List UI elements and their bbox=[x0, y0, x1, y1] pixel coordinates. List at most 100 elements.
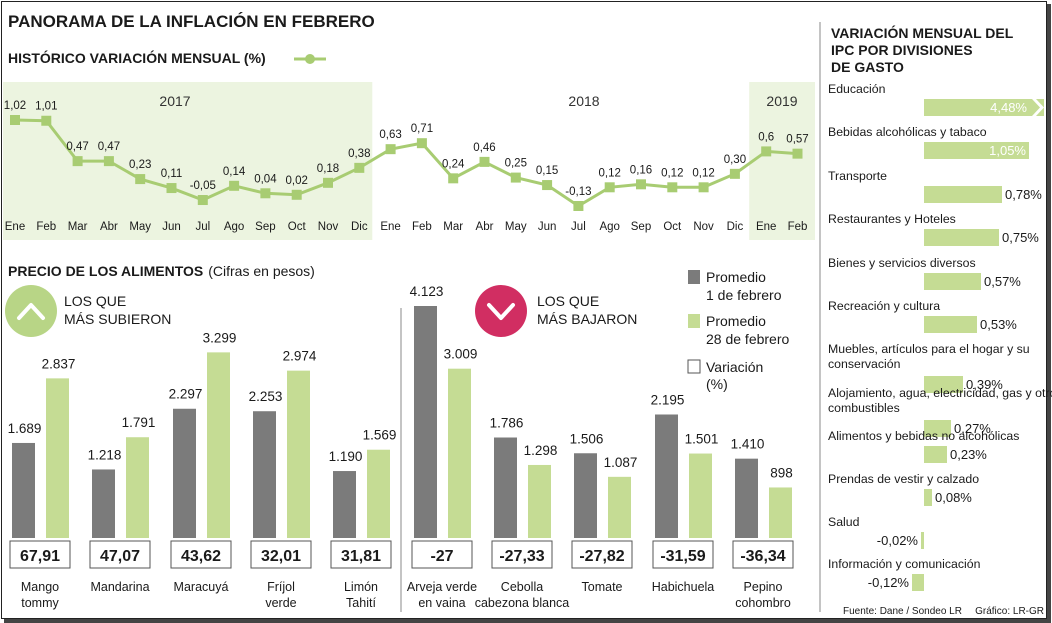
month-tick-label: Feb bbox=[36, 221, 56, 233]
data-point bbox=[354, 162, 365, 173]
divisions-title-line3: DE GASTO bbox=[831, 59, 904, 75]
bar-feb28 bbox=[689, 453, 712, 538]
variation-box bbox=[732, 540, 794, 569]
month-tick-label: Nov bbox=[318, 221, 339, 233]
month-tick-label: Feb bbox=[788, 221, 808, 233]
variation-value: 47,07 bbox=[100, 548, 140, 565]
category-label: Arveja verde bbox=[407, 580, 477, 594]
division-label: Restaurantes y Hoteles bbox=[828, 212, 956, 226]
data-label: 0,38 bbox=[348, 148, 370, 160]
bar-feb28-label: 1.087 bbox=[604, 455, 638, 470]
variation-value: -27 bbox=[430, 548, 453, 565]
bar-feb1-label: 1.190 bbox=[329, 449, 363, 464]
data-label: 0,12 bbox=[661, 167, 683, 179]
down-circle bbox=[475, 285, 527, 337]
bar-feb1 bbox=[494, 437, 517, 538]
bar-feb28-label: 2.974 bbox=[283, 349, 317, 364]
year-label: 2019 bbox=[766, 93, 797, 109]
division-label: Alimentos y bebidas no alcohólicas bbox=[828, 429, 1019, 443]
division-bar bbox=[924, 186, 1002, 203]
data-label: 0,16 bbox=[630, 164, 652, 176]
legend-swatch-variation bbox=[687, 359, 701, 374]
data-label: 0,23 bbox=[129, 159, 151, 171]
division-label: Información y comunicación bbox=[828, 557, 981, 571]
category-label: Tahití bbox=[346, 596, 376, 610]
bar-feb1-label: 1.689 bbox=[8, 421, 42, 436]
division-label: Muebles, artículos para el hogar y su bbox=[828, 342, 1030, 356]
month-tick-label: Ene bbox=[756, 221, 776, 233]
month-tick-label: Jul bbox=[571, 221, 586, 233]
bar-feb28 bbox=[528, 464, 551, 538]
month-tick-label: Dic bbox=[727, 221, 744, 233]
data-label: 0,02 bbox=[286, 175, 308, 187]
bar-feb28 bbox=[608, 476, 631, 538]
data-label: 0,12 bbox=[599, 167, 621, 179]
data-label: 0,18 bbox=[317, 163, 339, 175]
bar-feb28-label: 3.009 bbox=[444, 347, 478, 362]
division-bar bbox=[924, 99, 1044, 116]
food-chart: 1.689 2.837 67,91 Mango tommy 1.218 1.791 47,07… bbox=[8, 284, 794, 610]
division-value: 0,23% bbox=[950, 447, 987, 462]
year-band bbox=[3, 82, 373, 240]
bar-feb1-label: 1.786 bbox=[490, 416, 524, 431]
data-point bbox=[761, 146, 772, 157]
month-tick-label: Sep bbox=[255, 221, 275, 233]
bar-feb1 bbox=[655, 414, 678, 538]
month-tick-label: Dic bbox=[351, 221, 368, 233]
category-label: verde bbox=[265, 596, 296, 610]
up-circle bbox=[5, 285, 57, 337]
variation-value: 67,91 bbox=[20, 548, 60, 565]
bar-feb28-label: 1.791 bbox=[122, 415, 156, 430]
legend-variation-line2: (%) bbox=[706, 376, 728, 392]
bar-feb28 bbox=[769, 487, 792, 538]
variation-box bbox=[411, 540, 473, 569]
line-legend-marker bbox=[305, 54, 315, 64]
data-label: 0,04 bbox=[254, 173, 277, 185]
year-band bbox=[749, 82, 815, 240]
variation-value: -31,59 bbox=[660, 548, 705, 565]
legend-swatch-feb1 bbox=[688, 270, 700, 284]
data-label: -0,13 bbox=[565, 186, 591, 198]
data-label: 1,02 bbox=[4, 100, 26, 112]
division-label: Prendas de vestir y calzado bbox=[828, 472, 979, 486]
division-bar bbox=[912, 574, 924, 591]
month-tick-label: Jun bbox=[162, 221, 181, 233]
data-point bbox=[103, 156, 114, 167]
chevron-up-icon bbox=[17, 303, 45, 320]
data-point bbox=[479, 156, 490, 167]
month-tick-label: May bbox=[505, 221, 527, 233]
bar-feb28 bbox=[448, 368, 471, 538]
food-title-main: PRECIO DE LOS ALIMENTOS bbox=[8, 263, 203, 279]
down-label-line2: MÁS BAJARON bbox=[537, 311, 637, 327]
variation-value: -27,82 bbox=[579, 548, 624, 565]
division-bar bbox=[924, 229, 999, 246]
bar-feb28 bbox=[287, 370, 310, 538]
data-label: 0,46 bbox=[473, 142, 495, 154]
data-point bbox=[698, 182, 709, 193]
line-chart-title: HISTÓRICO VARIACIÓN MENSUAL (%) bbox=[8, 49, 266, 66]
bar-feb28-label: 898 bbox=[770, 465, 793, 480]
data-label: 0,11 bbox=[161, 168, 183, 180]
bar-feb28-label: 3.299 bbox=[203, 330, 237, 345]
legend-feb28-line1: Promedio bbox=[706, 313, 766, 329]
data-point bbox=[636, 179, 646, 190]
division-bar bbox=[924, 446, 947, 463]
variation-box bbox=[9, 540, 71, 569]
division-value: 0,39% bbox=[966, 377, 1003, 392]
data-label: 0,63 bbox=[379, 129, 401, 141]
bar-feb1 bbox=[414, 306, 437, 538]
bar-feb28-label: 1.501 bbox=[685, 432, 719, 447]
data-point bbox=[260, 188, 271, 199]
divisions-title-line2: IPC POR DIVISIONES bbox=[831, 42, 973, 58]
division-value: 4,48% bbox=[990, 100, 1027, 115]
data-label: 0,6 bbox=[758, 131, 774, 143]
category-label: Limón bbox=[344, 580, 378, 594]
source-note: Fuente: Dane / Sondeo LR bbox=[843, 606, 962, 617]
frame-shadow-bottom bbox=[4, 619, 1051, 623]
data-point bbox=[72, 156, 83, 167]
bar-feb28 bbox=[46, 378, 69, 538]
division-label: conservación bbox=[828, 357, 901, 371]
division-label: Bienes y servicios diversos bbox=[828, 256, 976, 270]
chevron-down-icon bbox=[487, 303, 515, 320]
bar-feb1-label: 2.195 bbox=[651, 392, 685, 407]
